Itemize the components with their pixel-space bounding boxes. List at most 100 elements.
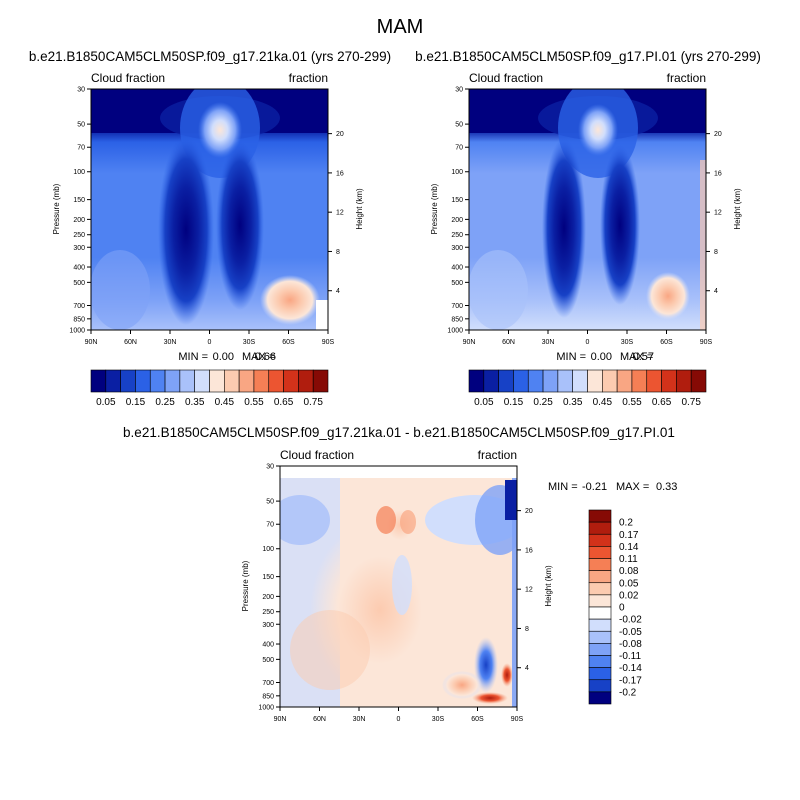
colorbar-label: 0.45 <box>593 397 613 408</box>
colorbar-box <box>179 369 195 393</box>
y-tick-label: 30 <box>455 87 463 94</box>
y-tick-label: 1000 <box>69 328 85 335</box>
colorbar-box <box>164 369 181 393</box>
colorbar-label: 0.55 <box>622 397 642 408</box>
colorbar-box <box>588 655 612 668</box>
panel-1-ylabel: Pressure (mb) <box>52 183 61 234</box>
colorbar-label: 0.75 <box>303 397 323 408</box>
colorbar-label: 0.25 <box>155 397 175 408</box>
panel-2-min-value: 0.00 <box>591 351 612 363</box>
colorbar-box <box>224 369 240 393</box>
panel-2-title: b.e21.B1850CAM5CLM50SP.f09_g17.PI.01 (yr… <box>415 49 761 64</box>
x-tick-label: 60S <box>282 339 295 346</box>
colorbar-box <box>588 679 612 693</box>
colorbar-box <box>588 630 612 644</box>
x-tick-label: 60N <box>313 716 326 723</box>
colorbar-label: 0.15 <box>504 397 524 408</box>
colorbar-label: -0.08 <box>619 639 642 650</box>
colorbar-label: 0.05 <box>96 397 116 408</box>
panel-2-min-label: MIN = <box>556 351 586 363</box>
colorbar-box <box>209 369 225 393</box>
x-tick-label: 90S <box>700 339 713 346</box>
y-tick-label: 100 <box>262 546 274 553</box>
y2-tick-label: 20 <box>525 508 533 515</box>
y-tick-label: 70 <box>77 145 85 152</box>
y2-tick-label: 16 <box>336 170 344 177</box>
x-tick-label: 60S <box>471 716 484 723</box>
colorbar-label: 0.35 <box>185 397 205 408</box>
colorbar-box <box>298 369 314 393</box>
panel-1-field <box>91 89 328 330</box>
colorbar-box <box>587 369 603 393</box>
panel-1-y2label: Height (km) <box>355 188 364 230</box>
y-tick-label: 300 <box>73 245 85 252</box>
y2-tick-label: 4 <box>336 288 340 295</box>
x-tick-label: 30S <box>432 716 445 723</box>
panel-1: b.e21.B1850CAM5CLM50SP.f09_g17.21ka.01 (… <box>29 49 391 408</box>
colorbar-box <box>588 558 612 571</box>
colorbar-box <box>661 369 677 393</box>
y2-tick-label: 12 <box>336 210 344 217</box>
x-tick-label: 90S <box>511 716 524 723</box>
colorbar-label: 0.2 <box>619 518 633 529</box>
panel-1-max-value: 0.66 <box>255 351 276 363</box>
colorbar-box <box>588 594 612 608</box>
y-tick-label: 400 <box>262 642 274 649</box>
panel-3-min-value: -0.21 <box>582 481 607 493</box>
x-tick-label: 90S <box>322 339 335 346</box>
colorbar-label: -0.02 <box>619 615 642 626</box>
panel-1-min-label: MIN = <box>178 351 208 363</box>
panel-3-left-label: Cloud fraction <box>280 448 354 462</box>
colorbar-box <box>557 369 573 393</box>
panel-3-ylabel: Pressure (mb) <box>241 560 250 611</box>
colorbar-box <box>283 369 299 393</box>
y-tick-label: 30 <box>266 464 274 471</box>
colorbar-label: 0.65 <box>652 397 672 408</box>
x-tick-label: 30N <box>164 339 177 346</box>
colorbar-box <box>468 369 485 393</box>
colorbar-label: 0.02 <box>619 590 639 601</box>
y-tick-label: 50 <box>77 122 85 129</box>
x-tick-label: 0 <box>208 339 212 346</box>
colorbar-label: -0.11 <box>619 651 641 662</box>
x-tick-label: 90N <box>85 339 98 346</box>
panel-2-right-label: fraction <box>667 71 706 85</box>
colorbar-box <box>588 618 612 632</box>
y-tick-label: 300 <box>451 245 463 252</box>
panel-3: b.e21.B1850CAM5CLM50SP.f09_g17.21ka.01 -… <box>123 425 677 723</box>
y-tick-label: 200 <box>73 217 85 224</box>
colorbar-box <box>690 369 707 393</box>
colorbar-label: 0.45 <box>215 397 235 408</box>
colorbar-label: -0.14 <box>619 663 642 674</box>
colorbar-box <box>527 369 544 393</box>
panel-1-right-label: fraction <box>289 71 328 85</box>
x-tick-label: 30N <box>353 716 366 723</box>
panel-1-colorbar: 0.05 0.15 0.25 0.35 0.45 0.55 0.65 0.75 <box>90 369 329 408</box>
panel-3-max-value: 0.33 <box>656 481 677 493</box>
x-tick-label: 30N <box>542 339 555 346</box>
colorbar-box <box>676 369 692 393</box>
x-tick-label: 0 <box>586 339 590 346</box>
y-tick-label: 500 <box>451 280 463 287</box>
panel-1-min-value: 0.00 <box>213 351 234 363</box>
y-tick-label: 500 <box>73 280 85 287</box>
colorbar-box <box>194 369 210 393</box>
x-tick-label: 30S <box>621 339 634 346</box>
y-tick-label: 500 <box>262 657 274 664</box>
panel-3-y2label: Height (km) <box>544 565 553 607</box>
x-tick-label: 0 <box>397 716 401 723</box>
colorbar-box <box>588 691 612 705</box>
colorbar-box <box>498 369 514 393</box>
y-tick-label: 850 <box>262 693 274 700</box>
y2-tick-label: 8 <box>336 249 340 256</box>
colorbar-label: 0.75 <box>681 397 701 408</box>
x-tick-label: 90N <box>463 339 476 346</box>
x-tick-label: 60N <box>502 339 515 346</box>
y-tick-label: 70 <box>455 145 463 152</box>
colorbar-label: -0.17 <box>619 675 642 686</box>
y-tick-label: 200 <box>262 594 274 601</box>
y-tick-label: 700 <box>451 303 463 310</box>
colorbar-box <box>588 546 612 559</box>
panel-2-max-value: 0.57 <box>633 351 654 363</box>
panel-1-axes: 90N 60N 30N 0 30S 60S 90S100085070050040030025… <box>69 87 343 347</box>
